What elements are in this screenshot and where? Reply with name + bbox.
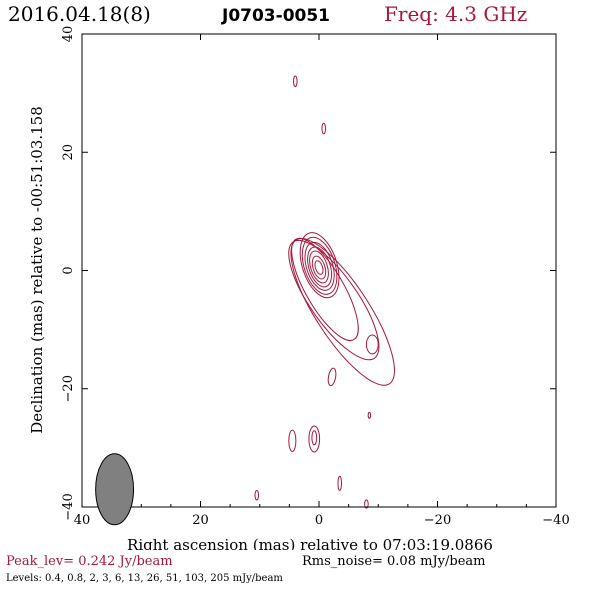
frequency-label: Freq: 4.3 GHz [384, 2, 528, 26]
contour-line [367, 411, 372, 419]
contour-line [314, 260, 324, 275]
contour-line [290, 238, 395, 386]
tick-group: 40 20 0 −20 −40 −40 −20 0 20 40 [61, 26, 570, 528]
x-tick-label: −40 [542, 513, 569, 528]
contour-line [365, 334, 379, 355]
y-tick-label: 0 [61, 266, 76, 274]
peak-level: Peak_lev= 0.242 Jy/beam [6, 554, 173, 569]
contour-line [291, 237, 359, 341]
y-axis-label: Declination (mas) relative to -00:51:03.… [28, 106, 46, 434]
contour-line [254, 489, 260, 501]
y-tick-label: −40 [61, 493, 76, 520]
contour-group [254, 75, 395, 509]
source-name: J0703-0051 [222, 6, 331, 26]
contour-line [307, 246, 333, 288]
contour-line [308, 425, 321, 453]
x-axis-label: Right ascension (mas) relative to 07:03:… [127, 536, 493, 550]
plot-frame [81, 33, 557, 508]
rms-noise: Rms_noise= 0.08 mJy/beam [302, 554, 486, 569]
x-tick-label: 20 [192, 513, 209, 528]
contour-line [288, 429, 297, 452]
x-tick-label: 0 [315, 513, 323, 528]
contour-levels: Levels: 0.4, 0.8, 2, 3, 6, 13, 26, 51, 1… [6, 573, 283, 584]
y-tick-label: 40 [61, 26, 76, 43]
x-tick-label: 40 [74, 513, 91, 528]
observation-date: 2016.04.18(8) [8, 2, 151, 26]
beam-ellipse [95, 453, 135, 526]
contour-map: 40 20 0 −20 −40 −40 −20 0 20 40 Right ascension (… [28, 26, 570, 550]
y-tick-label: −20 [61, 375, 76, 402]
y-tick-label: 20 [61, 144, 76, 161]
contour-line [327, 367, 337, 387]
contour-line [293, 75, 298, 88]
contour-line [304, 241, 335, 291]
contour-line [311, 430, 318, 446]
contour-line [364, 499, 369, 509]
x-tick-label: −20 [424, 513, 451, 528]
contour-line [337, 475, 343, 491]
contour-line [301, 236, 338, 295]
contour-line [311, 255, 327, 280]
contour-line [321, 122, 327, 135]
contour-line [288, 239, 380, 361]
contour-line [309, 250, 329, 284]
